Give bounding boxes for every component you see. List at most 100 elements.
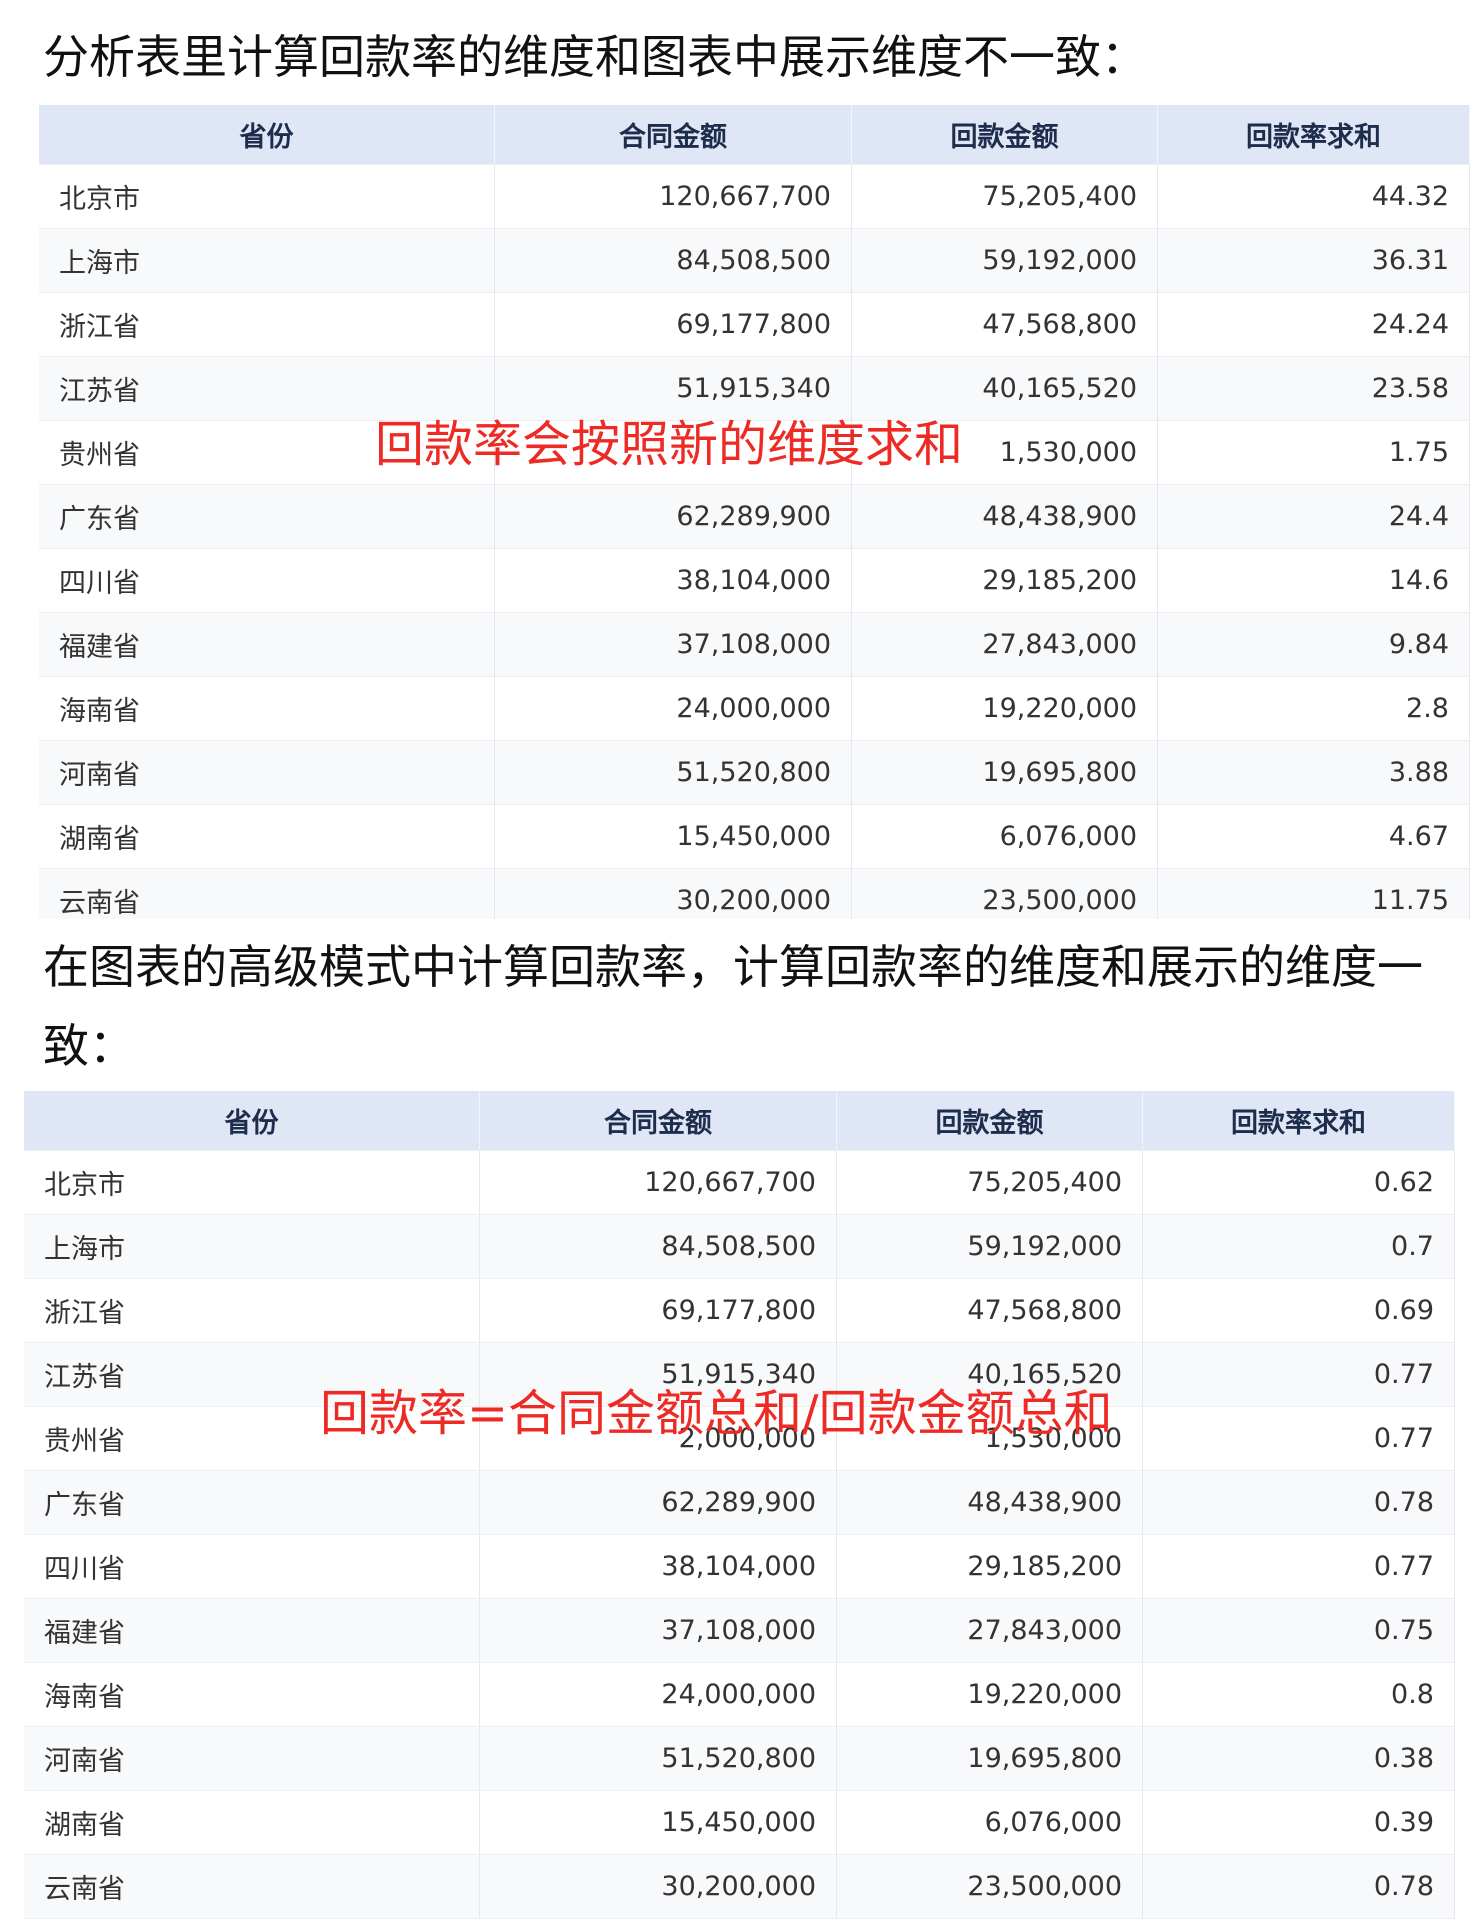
section-title: 在图表的高级模式中计算回款率，计算回款率的维度和展示的维度一致： — [43, 940, 1423, 1073]
number-cell: 40,165,520 — [837, 1343, 1143, 1407]
number-cell: 38,104,000 — [480, 1535, 837, 1599]
number-cell: 1,530,000 — [852, 421, 1158, 485]
province-cell: 湖南省 — [39, 805, 495, 869]
number-cell: 23,500,000 — [837, 1855, 1143, 1919]
number-cell: 120,667,700 — [495, 165, 852, 229]
number-cell: 0.78 — [1143, 1855, 1455, 1919]
column-header: 合同金额 — [495, 105, 852, 165]
province-cell: 浙江省 — [39, 293, 495, 357]
number-cell: 6,076,000 — [837, 1791, 1143, 1855]
number-cell: 0.39 — [1143, 1791, 1455, 1855]
number-cell: 120,667,700 — [480, 1151, 837, 1215]
number-cell: 4.67 — [1158, 805, 1470, 869]
number-cell: 2.8 — [1158, 677, 1470, 741]
number-cell: 24,000,000 — [480, 1663, 837, 1727]
province-cell: 北京市 — [39, 165, 495, 229]
number-cell: 19,695,800 — [852, 741, 1158, 805]
number-cell: 24.24 — [1158, 293, 1470, 357]
province-cell: 云南省 — [24, 1855, 480, 1919]
number-cell: 23.58 — [1158, 357, 1470, 421]
number-cell: 15,450,000 — [495, 805, 852, 869]
province-cell: 广东省 — [24, 1471, 480, 1535]
number-cell: 59,192,000 — [852, 229, 1158, 293]
number-cell: 27,843,000 — [852, 613, 1158, 677]
number-cell: 29,185,200 — [852, 549, 1158, 613]
number-cell: 11.75 — [1158, 869, 1470, 919]
number-cell: 0.77 — [1143, 1407, 1455, 1471]
number-cell: 38,104,000 — [495, 549, 852, 613]
number-cell: 0.75 — [1143, 1599, 1455, 1663]
number-cell: 0.69 — [1143, 1279, 1455, 1343]
province-cell: 四川省 — [39, 549, 495, 613]
number-cell: 30,200,000 — [480, 1855, 837, 1919]
number-cell: 47,568,800 — [852, 293, 1158, 357]
number-cell: 9.84 — [1158, 613, 1470, 677]
number-cell: 24.4 — [1158, 485, 1470, 549]
data-table: 省份 合同金额 回款金额 回款率求和 北京市 120,667,700 75,205,400 0… — [24, 1091, 1455, 1922]
number-cell: 19,695,800 — [837, 1727, 1143, 1791]
number-cell: 27,843,000 — [837, 1599, 1143, 1663]
province-cell: 贵州省 — [24, 1407, 480, 1471]
column-header: 合同金额 — [480, 1091, 837, 1151]
number-cell: 51,915,340 — [480, 1343, 837, 1407]
number-cell: 0.62 — [1143, 1151, 1455, 1215]
column-header: 回款率求和 — [1143, 1091, 1455, 1151]
number-cell: 62,289,900 — [480, 1471, 837, 1535]
column-header: 回款金额 — [837, 1091, 1143, 1151]
number-cell: 14.6 — [1158, 549, 1470, 613]
number-cell: 23,500,000 — [852, 869, 1158, 919]
number-cell: 36.31 — [1158, 229, 1470, 293]
number-cell: 2,000,000 — [480, 1407, 837, 1471]
number-cell: 51,915,340 — [495, 357, 852, 421]
province-cell: 上海市 — [39, 229, 495, 293]
province-cell: 四川省 — [24, 1535, 480, 1599]
number-cell: 51,520,800 — [495, 741, 852, 805]
number-cell: 84,508,500 — [495, 229, 852, 293]
column-header: 省份 — [24, 1091, 480, 1151]
section-title: 分析表里计算回款率的维度和图表中展示维度不一致： — [43, 30, 1147, 84]
province-cell: 上海市 — [24, 1215, 480, 1279]
province-cell: 海南省 — [39, 677, 495, 741]
province-cell: 福建省 — [39, 613, 495, 677]
number-cell: 29,185,200 — [837, 1535, 1143, 1599]
number-cell: 0.77 — [1143, 1535, 1455, 1599]
province-cell: 贵州省 — [39, 421, 495, 485]
column-header: 回款金额 — [852, 105, 1158, 165]
number-cell: 1,530,000 — [837, 1407, 1143, 1471]
province-cell: 云南省 — [39, 869, 495, 919]
number-cell: 19,220,000 — [837, 1663, 1143, 1727]
number-cell: 44.32 — [1158, 165, 1470, 229]
number-cell: 84,508,500 — [480, 1215, 837, 1279]
number-cell: 48,438,900 — [852, 485, 1158, 549]
column-header: 回款率求和 — [1158, 105, 1470, 165]
annotation: 回款率会按照新的维度求和 — [375, 416, 964, 473]
number-cell: 37,108,000 — [480, 1599, 837, 1663]
province-cell: 江苏省 — [24, 1343, 480, 1407]
number-cell: 47,568,800 — [837, 1279, 1143, 1343]
column-header: 省份 — [39, 105, 495, 165]
number-cell: 59,192,000 — [837, 1215, 1143, 1279]
number-cell: 6,076,000 — [852, 805, 1158, 869]
province-cell: 河南省 — [24, 1727, 480, 1791]
number-cell: 0.7 — [1143, 1215, 1455, 1279]
number-cell: 19,220,000 — [852, 677, 1158, 741]
number-cell: 0.8 — [1143, 1663, 1455, 1727]
number-cell — [495, 421, 852, 485]
province-cell: 海南省 — [24, 1663, 480, 1727]
data-table: 省份 合同金额 回款金额 回款率求和 北京市 120,667,700 75,205,400 4… — [39, 105, 1470, 919]
province-cell: 河南省 — [39, 741, 495, 805]
province-cell: 福建省 — [24, 1599, 480, 1663]
number-cell: 51,520,800 — [480, 1727, 837, 1791]
number-cell: 62,289,900 — [495, 485, 852, 549]
number-cell: 0.78 — [1143, 1471, 1455, 1535]
number-cell: 15,450,000 — [480, 1791, 837, 1855]
number-cell: 69,177,800 — [495, 293, 852, 357]
annotation: 回款率=合同金额总和/回款金额总和 — [320, 1385, 1113, 1442]
number-cell: 48,438,900 — [837, 1471, 1143, 1535]
number-cell: 75,205,400 — [837, 1151, 1143, 1215]
province-cell: 湖南省 — [24, 1791, 480, 1855]
number-cell: 3.88 — [1158, 741, 1470, 805]
number-cell: 0.38 — [1143, 1727, 1455, 1791]
number-cell: 75,205,400 — [852, 165, 1158, 229]
